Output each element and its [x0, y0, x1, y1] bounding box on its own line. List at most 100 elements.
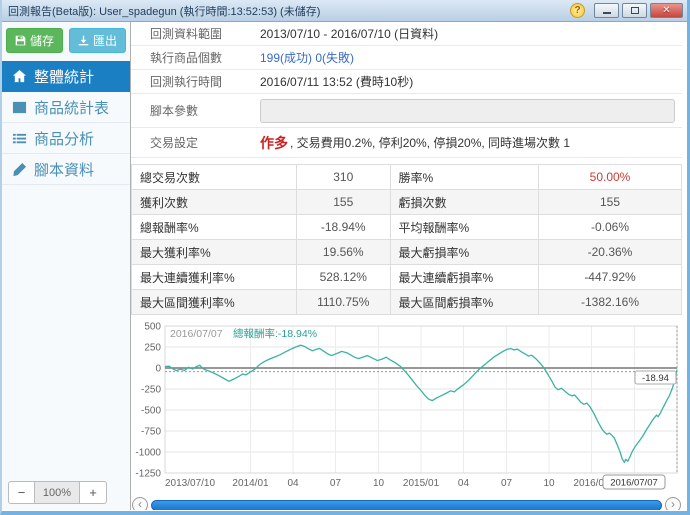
- stats-cell-v1: -18.94%: [296, 214, 391, 240]
- info-section: 回測資料範圍 2013/07/10 - 2016/07/10 (日資料) 執行商品個…: [131, 22, 682, 158]
- end-value-tooltip: [634, 370, 677, 385]
- scroll-right-button[interactable]: ›: [665, 497, 681, 510]
- equity-chart[interactable]: 500 250 0 -250 -500 -750 -1000 -1250 2016/07/07 總…: [131, 320, 682, 496]
- y-axis-tick: 0: [155, 364, 161, 375]
- stats-cell-v2: 155: [538, 189, 682, 215]
- sidebar-item-label: 腳本資料: [34, 161, 95, 179]
- stats-cell-l1: 最大獲利率%: [131, 239, 297, 265]
- stats-cell-v1: 155: [296, 189, 391, 215]
- stats-cell-v2: 50.00%: [538, 164, 682, 190]
- export-button-label: 匯出: [93, 34, 118, 48]
- info-label: 回測資料範圍: [150, 27, 223, 41]
- scroll-left-button[interactable]: ‹: [132, 497, 148, 510]
- stats-value-red: 50.00%: [589, 170, 631, 184]
- pencil-icon: [13, 162, 27, 176]
- info-row-trade-settings: 交易設定 作多, 交易費用0.2%, 停利20%, 停損20%, 同時進場次數 1: [131, 128, 682, 158]
- x-axis-tick: 2014/01: [232, 478, 269, 489]
- x-axis-tick: 07: [501, 478, 513, 489]
- zoom-in-button[interactable]: +: [80, 481, 107, 504]
- y-axis-tick: -1000: [135, 448, 161, 459]
- info-label: 回測執行時間: [150, 75, 223, 89]
- info-label: 腳本參數: [150, 104, 199, 118]
- x-axis-tick: 04: [287, 478, 299, 489]
- stats-row: 最大獲利率% 19.56% 最大虧損率% -20.36%: [131, 239, 682, 265]
- stats-cell-v1: 1110.75%: [296, 289, 391, 315]
- y-axis-tick: -1250: [135, 469, 161, 480]
- zoom-out-button[interactable]: −: [8, 481, 35, 504]
- sidebar-item-product-analysis[interactable]: 商品分析: [2, 123, 130, 154]
- stats-cell-v1: 528.12%: [296, 264, 391, 290]
- save-button[interactable]: 儲存: [5, 28, 63, 53]
- info-label: 交易設定: [150, 136, 199, 150]
- info-label: 執行商品個數: [150, 51, 223, 65]
- product-count-link[interactable]: 199(成功) 0(失敗): [260, 51, 355, 65]
- title-bar: 回測報告(Beta版): User_spadegun (執行時間:13:52:5…: [2, 0, 687, 22]
- equity-curve-svg: 500 250 0 -250 -500 -750 -1000 -1250 2016/07/07 總…: [135, 322, 678, 490]
- sidebar-item-overall-stats[interactable]: 整體統計: [2, 61, 130, 92]
- info-value: 2013/07/10 - 2016/07/10 (日資料): [260, 27, 439, 41]
- info-value: 2016/07/11 13:52 (費時10秒): [260, 75, 414, 89]
- end-date-label: 2016/07/07: [610, 478, 658, 489]
- sidebar-item-script-data[interactable]: 腳本資料: [2, 154, 130, 185]
- stats-cell-l2: 平均報酬率%: [389, 214, 539, 240]
- info-row-run-time: 回測執行時間 2016/07/11 13:52 (費時10秒): [131, 70, 682, 94]
- stats-cell-l1: 最大連續獲利率%: [131, 264, 297, 290]
- y-axis-tick: -500: [141, 406, 161, 417]
- stats-cell-v2: -1382.16%: [538, 289, 682, 315]
- stats-cell-v2: -20.36%: [538, 239, 682, 265]
- stats-cell-l1: 獲利次數: [131, 189, 297, 215]
- x-axis-tick: 2015/01: [403, 478, 440, 489]
- stats-cell-v1: 310: [296, 164, 391, 190]
- restore-icon: [630, 7, 639, 14]
- scrollbar-thumb[interactable]: [151, 499, 662, 510]
- stats-row: 最大連續獲利率% 528.12% 最大連續虧損率% -447.92%: [131, 264, 682, 290]
- sidebar: 儲存 匯出 整體統計 商品統計表商品分析腳本資料 − 100% +: [2, 22, 131, 510]
- chart-series-label: 總報酬率:-18.94%: [233, 327, 317, 340]
- stats-cell-l2: 虧損次數: [389, 189, 539, 215]
- zoom-level: 100%: [35, 481, 80, 504]
- export-icon: [78, 35, 89, 46]
- y-axis-tick: 250: [144, 343, 161, 354]
- save-icon: [15, 35, 26, 46]
- y-axis-tick: -750: [141, 427, 161, 438]
- info-row-script-params: 腳本參數: [131, 94, 682, 128]
- home-icon: [12, 69, 27, 83]
- y-axis-tick: 500: [144, 322, 161, 333]
- main-content: 回測資料範圍 2013/07/10 - 2016/07/10 (日資料) 執行商品個…: [131, 22, 687, 510]
- chart-hover-date: 2016/07/07: [170, 328, 223, 340]
- sidebar-item-label: 商品分析: [34, 130, 95, 148]
- script-params-input[interactable]: [260, 98, 675, 123]
- stats-table: 總交易次數 310 勝率% 50.00% 獲利次數 155 虧損次數 155 總報酬率% -18.…: [131, 164, 682, 315]
- list-icon: [12, 133, 27, 143]
- restore-button[interactable]: [622, 3, 647, 18]
- trade-direction-badge: 作多: [260, 134, 288, 151]
- x-axis-tick: 10: [373, 478, 385, 489]
- info-row-product-count: 執行商品個數 199(成功) 0(失敗): [131, 46, 682, 70]
- table-icon: [12, 101, 27, 113]
- help-icon[interactable]: ?: [570, 3, 585, 18]
- minimize-button[interactable]: [594, 3, 619, 18]
- stats-cell-v1: 19.56%: [296, 239, 391, 265]
- save-button-label: 儲存: [29, 34, 54, 48]
- stats-cell-v2: -0.06%: [538, 214, 682, 240]
- x-axis-tick: 2016/01: [573, 478, 610, 489]
- stats-cell-l2: 最大區間虧損率%: [389, 289, 539, 315]
- zoom-control: − 100% +: [8, 481, 107, 504]
- export-button[interactable]: 匯出: [69, 28, 127, 53]
- info-value: , 交易費用0.2%, 停利20%, 停損20%, 同時進場次數 1: [290, 136, 571, 150]
- end-value-label: -18.94: [642, 373, 669, 384]
- sidebar-item-product-stats-table[interactable]: 商品統計表: [2, 92, 130, 123]
- total-return-line: [164, 344, 678, 464]
- stats-row: 最大區間獲利率% 1110.75% 最大區間虧損率% -1382.16%: [131, 289, 682, 315]
- sidebar-menu: 整體統計 商品統計表商品分析腳本資料: [2, 61, 130, 185]
- info-row-data-range: 回測資料範圍 2013/07/10 - 2016/07/10 (日資料): [131, 22, 682, 46]
- stats-cell-v2: -447.92%: [538, 264, 682, 290]
- window-title: 回測報告(Beta版): User_spadegun (執行時間:13:52:5…: [8, 5, 321, 18]
- stats-cell-l2: 勝率%: [389, 164, 539, 190]
- x-axis-tick: 07: [330, 478, 342, 489]
- x-axis-tick: 04: [458, 478, 470, 489]
- stats-row: 獲利次數 155 虧損次數 155: [131, 189, 682, 215]
- close-button[interactable]: ✕: [650, 3, 683, 18]
- stats-row: 總交易次數 310 勝率% 50.00%: [131, 164, 682, 190]
